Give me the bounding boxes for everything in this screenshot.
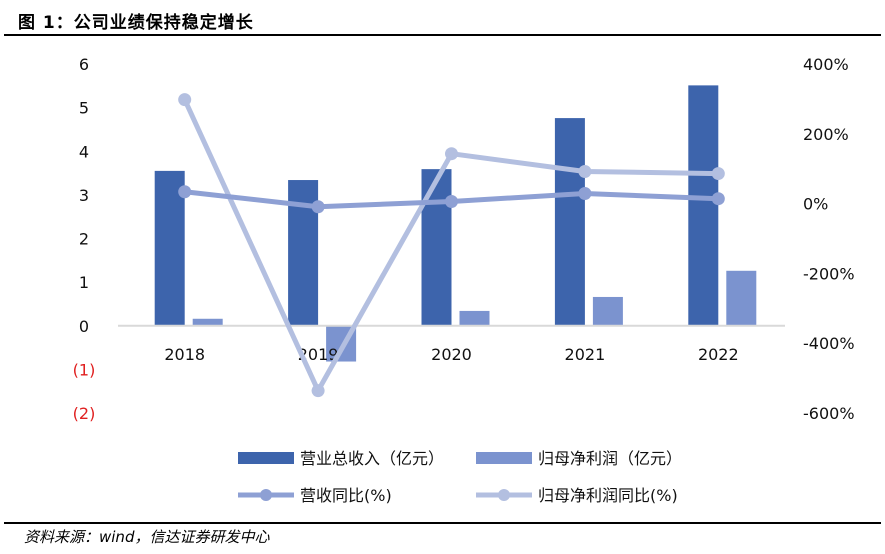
- right-axis-ticks: 400% 200% 0% -200% -400% -600%: [803, 55, 855, 423]
- left-tick-label: 3: [79, 186, 89, 205]
- legend-swatch-profit: [476, 452, 532, 464]
- point-revenue-yoy: [311, 200, 325, 214]
- left-tick-label: 4: [79, 142, 89, 161]
- bar-net-profit: [726, 270, 757, 326]
- left-tick-label: 6: [79, 55, 89, 74]
- left-tick-label: 1: [79, 273, 89, 292]
- bar-revenue: [554, 118, 585, 326]
- legend-label-profit: 归母净利润（亿元）: [538, 449, 682, 468]
- legend-label-revenue: 营业总收入（亿元）: [300, 449, 444, 468]
- right-tick-label: -600%: [803, 404, 855, 423]
- legend-swatch-revenue: [238, 452, 294, 464]
- bar-net-profit: [459, 310, 490, 326]
- right-tick-label: 0%: [803, 195, 828, 214]
- left-tick-label: 0: [79, 317, 89, 336]
- legend-marker-revenue-yoy: [260, 489, 272, 501]
- point-profit-yoy: [711, 167, 725, 181]
- left-tick-label: (2): [73, 404, 96, 423]
- point-profit-yoy: [311, 384, 325, 398]
- top-rule: [4, 34, 881, 36]
- bar-revenue: [154, 170, 185, 326]
- point-revenue-yoy: [711, 192, 725, 206]
- legend-marker-profit-yoy: [498, 489, 510, 501]
- left-tick-label: 5: [79, 99, 89, 118]
- figure-title: 图 1：公司业绩保持稳定增长: [18, 13, 254, 33]
- bar-revenue: [688, 85, 719, 326]
- bar-revenue: [421, 169, 452, 326]
- category-label: 2019: [298, 345, 339, 364]
- point-profit-yoy: [445, 147, 458, 161]
- category-label: 2020: [431, 345, 472, 364]
- bar-net-profit: [592, 296, 623, 326]
- left-tick-label: (1): [73, 360, 96, 379]
- point-revenue-yoy: [445, 195, 458, 209]
- left-axis-ticks: 6 5 4 3 2 1 0 (1) (2): [73, 55, 96, 423]
- right-tick-label: 200%: [803, 125, 849, 144]
- bars: [154, 85, 757, 362]
- left-tick-label: 2: [79, 230, 89, 249]
- category-label: 2021: [565, 345, 606, 364]
- bottom-rule: [4, 522, 881, 524]
- bar-net-profit: [192, 318, 223, 326]
- point-profit-yoy: [578, 164, 592, 178]
- right-tick-label: -200%: [803, 264, 855, 283]
- legend-label-profit-yoy: 归母净利润同比(%): [538, 486, 678, 505]
- right-tick-label: 400%: [803, 55, 849, 74]
- category-labels: 2018 2019 2020 2021 2022: [164, 345, 738, 364]
- category-label: 2022: [698, 345, 739, 364]
- legend-label-revenue-yoy: 营收同比(%): [300, 486, 392, 505]
- point-profit-yoy: [178, 93, 192, 107]
- source-note: 资料来源：wind，信达证券研发中心: [24, 528, 270, 546]
- right-tick-label: -400%: [803, 334, 855, 353]
- point-revenue-yoy: [578, 186, 592, 200]
- category-label: 2018: [164, 345, 205, 364]
- point-revenue-yoy: [178, 185, 192, 199]
- lines: [178, 93, 725, 398]
- legend: 营业总收入（亿元） 归母净利润（亿元） 营收同比(%) 归母净利润同比(%): [238, 449, 682, 505]
